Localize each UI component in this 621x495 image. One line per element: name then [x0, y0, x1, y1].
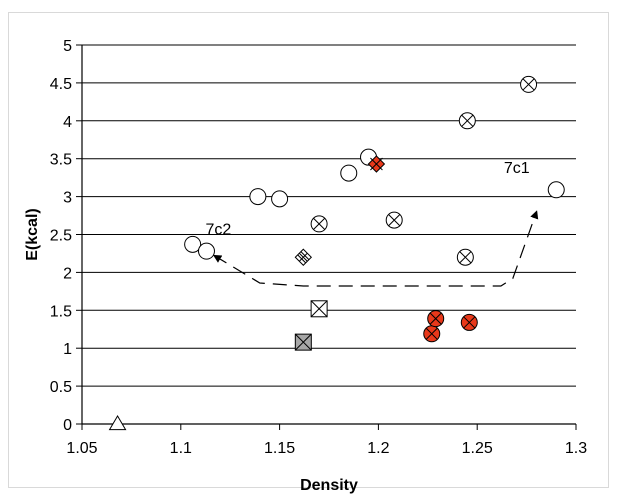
- x-axis-label: Density: [300, 477, 358, 494]
- y-tick-label: 1: [63, 341, 72, 358]
- open-circle-point: [249, 188, 267, 206]
- y-tick-label: 1.5: [50, 303, 72, 320]
- data-points: [108, 75, 565, 431]
- y-tick-label: 4: [63, 114, 72, 131]
- annotation-label: 7c2: [205, 222, 231, 239]
- y-tick-label: 2: [63, 265, 72, 282]
- y-axis-label: E(kcal): [24, 208, 41, 260]
- red-diamond-x-point: [367, 155, 386, 173]
- dashed-arrow: [212, 210, 539, 287]
- x-tick-label: 1.25: [462, 440, 493, 457]
- open-circle-point: [184, 235, 202, 253]
- axes: [76, 44, 577, 430]
- y-tick-label: 0.5: [50, 379, 72, 396]
- annotations: 7c1 7c2: [205, 160, 529, 238]
- y-tick-label: 3: [63, 190, 72, 207]
- open-triangle-point: [108, 415, 127, 431]
- open-circle-point: [197, 242, 215, 260]
- y-tick-label: 0: [63, 417, 72, 434]
- tick-labels: 0 0.5 1 1.5 2 2.5 3 3.5 4 4.5 5 1.05 1.1 1.15 1.2 1.25 1…: [50, 38, 587, 457]
- red-circle-x-point: [460, 313, 478, 331]
- open-circle-point: [547, 181, 565, 199]
- circle-x-point: [456, 248, 474, 266]
- y-tick-label: 3.5: [50, 152, 72, 169]
- x-tick-label: 1.15: [264, 440, 295, 457]
- x-tick-label: 1.1: [170, 440, 192, 457]
- circle-x-point: [310, 215, 328, 233]
- annotation-label: 7c1: [504, 160, 530, 177]
- open-circle-point: [271, 190, 289, 208]
- y-tick-label: 5: [63, 38, 72, 55]
- circle-x-point: [520, 75, 538, 93]
- red-circle-x-point: [427, 310, 445, 328]
- open-circle-point: [340, 164, 358, 182]
- arrow-layer: [212, 210, 539, 287]
- gray-square-x-point: [294, 333, 312, 351]
- square-x-point: [310, 300, 328, 318]
- circle-x-point: [385, 211, 403, 229]
- x-tick-label: 1.3: [565, 440, 587, 457]
- circle-x-point: [458, 112, 476, 130]
- x-tick-label: 1.2: [367, 440, 389, 457]
- x-tick-label: 1.05: [66, 440, 97, 457]
- red-circle-x-point: [423, 325, 441, 343]
- diamond-x-point: [294, 248, 313, 266]
- y-tick-label: 4.5: [50, 76, 72, 93]
- grid-lines: [82, 44, 576, 387]
- y-tick-label: 2.5: [50, 228, 72, 245]
